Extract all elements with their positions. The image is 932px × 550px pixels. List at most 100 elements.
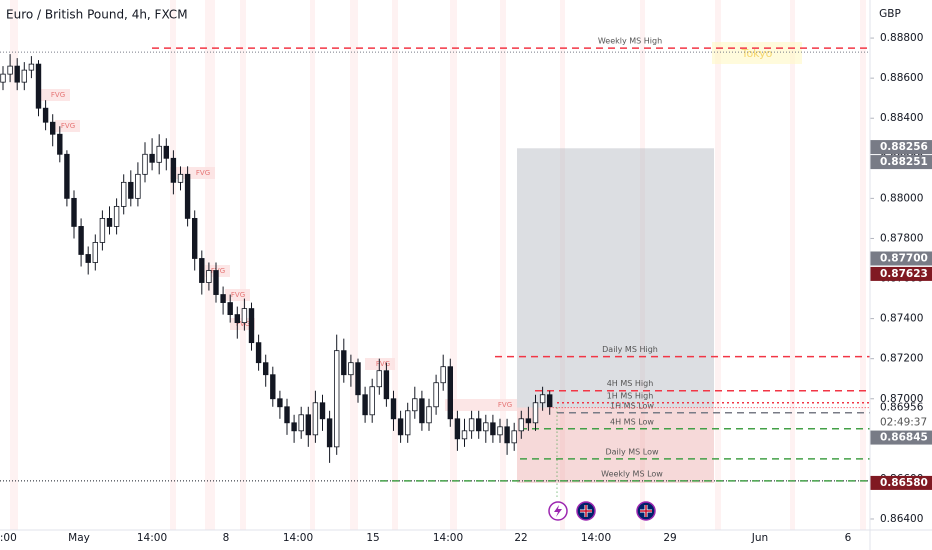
y-tick-label: 0.88400 <box>880 112 923 124</box>
candle-body <box>64 153 70 199</box>
candle-body <box>483 422 489 432</box>
candle-body <box>298 414 304 432</box>
session-stripe <box>450 0 457 530</box>
x-tick-label: 8:00 <box>0 532 17 544</box>
candle-body <box>220 294 226 303</box>
candle-body <box>262 362 269 376</box>
target-zone <box>517 148 714 408</box>
session-stripe <box>392 0 398 530</box>
candle-body <box>312 402 319 436</box>
candle-body <box>532 402 539 424</box>
candle-body <box>170 157 177 183</box>
fvg-label: FVG <box>498 401 512 409</box>
price-label-box <box>870 155 932 170</box>
candle-body <box>419 398 425 424</box>
price-label: 0.87623 <box>880 268 928 280</box>
candle-body <box>348 362 354 376</box>
plot-layer: 0.888000.886000.884000.882000.880000.878… <box>0 32 932 544</box>
candle-body <box>362 394 368 416</box>
candle-body <box>341 350 347 376</box>
candle-body <box>177 173 184 183</box>
level-label: 1H MS High <box>607 391 654 400</box>
candle-body <box>355 362 361 396</box>
candle-body <box>440 366 446 384</box>
candle-body <box>255 342 262 364</box>
x-tick-label: 22 <box>514 532 527 544</box>
candle-body <box>504 426 510 444</box>
candle-body <box>376 370 382 388</box>
candle-body <box>7 65 13 75</box>
candle-body <box>184 173 191 219</box>
candle-body <box>291 422 297 432</box>
candle-body <box>113 205 120 227</box>
candle-body <box>206 270 212 283</box>
fvg-label: FVG <box>61 122 75 130</box>
price-label: 0.88251 <box>880 156 928 168</box>
level-label: 4H MS Low <box>610 417 654 426</box>
candle-body <box>135 173 141 199</box>
y-tick-label: 0.88600 <box>880 72 923 84</box>
candle-body <box>128 181 134 199</box>
candle-body <box>326 418 333 448</box>
candle-body <box>547 394 553 408</box>
flag <box>580 505 592 517</box>
candle-body <box>85 254 91 263</box>
candle-body <box>461 430 468 440</box>
y-tick-label: 0.87000 <box>880 393 923 405</box>
candle-body <box>241 308 248 324</box>
fvg-box <box>40 89 70 101</box>
fvg-box <box>365 358 395 370</box>
candle-body <box>518 418 524 432</box>
fvg-box <box>55 120 80 132</box>
candle-body <box>0 73 6 83</box>
fvg-box <box>225 289 250 301</box>
candle-body <box>213 270 219 295</box>
price-label-box <box>870 475 932 490</box>
x-tick-label: May <box>68 532 90 544</box>
candle-body <box>539 394 546 404</box>
candle-body <box>333 350 340 448</box>
candle-body <box>14 65 20 83</box>
session-stripe <box>715 0 721 530</box>
candle-body <box>511 430 517 444</box>
candle-body <box>454 418 461 440</box>
candle-body <box>227 302 233 315</box>
fvg-box <box>445 399 517 411</box>
candle-body <box>305 414 311 436</box>
x-tick-label: 29 <box>663 532 676 544</box>
session-label: Tokyo <box>741 47 773 60</box>
session-stripe <box>640 0 645 530</box>
session-stripe <box>310 0 315 530</box>
y-tick-label: 0.87800 <box>880 232 923 244</box>
candle-body <box>277 398 283 408</box>
candle-body <box>163 145 169 159</box>
currency: GBP <box>879 8 901 20</box>
event-icons <box>548 501 656 521</box>
y-tick-label: 0.87200 <box>880 353 923 365</box>
candle-body <box>71 197 77 227</box>
candle-body <box>199 258 205 283</box>
candle-body <box>397 418 404 436</box>
fvg-label: FVG <box>376 360 390 368</box>
flag <box>640 505 652 517</box>
candle-body <box>149 153 155 163</box>
countdown: 02:49:37 <box>880 417 927 429</box>
lightning <box>554 505 562 517</box>
price-label-box <box>870 251 932 266</box>
candle-body <box>383 370 390 400</box>
x-tick-label: 8 <box>223 532 230 544</box>
candle-body <box>142 153 148 175</box>
session-stripe <box>240 0 246 530</box>
candle-body <box>57 133 63 155</box>
candle-body <box>447 366 453 420</box>
candle-body <box>234 314 240 324</box>
session-stripe <box>500 0 506 530</box>
session-stripe <box>350 0 358 530</box>
candle-body <box>92 242 98 263</box>
x-tick-label: 14:00 <box>137 532 167 544</box>
price-label-box <box>870 430 932 445</box>
candle-body <box>369 386 375 416</box>
candle-body <box>78 226 84 255</box>
y-tick-label: 0.87400 <box>880 313 923 325</box>
session-stripe <box>10 0 18 530</box>
